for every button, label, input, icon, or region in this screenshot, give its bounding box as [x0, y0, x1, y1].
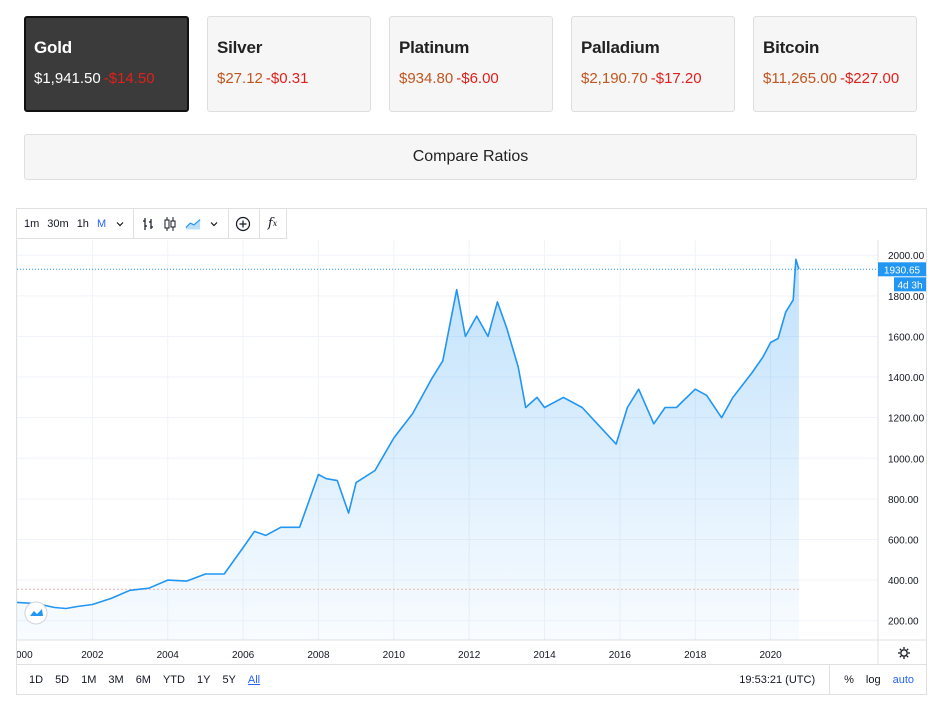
- range-1m[interactable]: 1M: [81, 673, 97, 686]
- metal-change: -$227.00: [839, 70, 900, 87]
- x-tick-label: 2008: [307, 650, 330, 661]
- countdown-box: [894, 277, 926, 292]
- price-axis: 200.00 400.00 600.00 800.00 1000.00 1200.00 14…: [888, 251, 925, 627]
- x-tick-label: 2018: [684, 650, 707, 661]
- interval-monthly[interactable]: M: [96, 217, 107, 230]
- x-tick-label: 000: [17, 650, 33, 661]
- metal-card-bitcoin[interactable]: Bitcoin $11,265.00 -$227.00: [753, 16, 917, 112]
- metal-quote: $27.12 -$0.31: [217, 70, 370, 87]
- range-5y[interactable]: 5Y: [222, 673, 236, 686]
- auto-scale-toggle[interactable]: auto: [892, 673, 914, 686]
- fx-label: f: [267, 216, 273, 231]
- x-tick-label: 2006: [232, 650, 255, 661]
- metal-card-platinum[interactable]: Platinum $934.80 -$6.00: [389, 16, 553, 112]
- bar-chart-icon[interactable]: [141, 216, 155, 232]
- y-tick-label: 1400.00: [888, 373, 925, 384]
- metal-name: Platinum: [399, 38, 470, 57]
- toolbar-separator: [227, 208, 229, 239]
- price-tag-box: [878, 262, 926, 277]
- bar-countdown: 4d 3h: [897, 280, 922, 291]
- interval-30m[interactable]: 30m: [47, 217, 69, 230]
- metal-quote: $1,941.50 -$14.50: [34, 70, 187, 87]
- metal-cards: Gold $1,941.50 -$14.50 Silver $27.12 -$0.31 Pl…: [24, 16, 917, 112]
- metal-change: -$14.50: [103, 70, 155, 87]
- interval-dropdown-chevron-icon[interactable]: [114, 216, 125, 232]
- range-ytd[interactable]: YTD: [162, 673, 185, 686]
- metal-quote: $934.80 -$6.00: [399, 70, 552, 87]
- metal-name: Silver: [217, 38, 263, 57]
- range-6m[interactable]: 6M: [135, 673, 151, 686]
- toolbar-separator: [259, 208, 261, 239]
- interval-1h[interactable]: 1h: [76, 217, 89, 230]
- toolbar-separator: [133, 208, 134, 239]
- y-tick-label: 200.00: [888, 617, 919, 628]
- x-tick-label: 2004: [157, 650, 180, 661]
- metal-quote: $11,265.00 -$227.00: [763, 70, 916, 87]
- range-5d[interactable]: 5D: [55, 673, 70, 686]
- y-tick-label: 400.00: [888, 576, 919, 587]
- y-tick-label: 600.00: [888, 535, 919, 546]
- price-tag-value: 1930.65: [884, 265, 921, 276]
- x-tick-label: 2010: [383, 650, 406, 661]
- time-axis: 000 2002 2004 2006 2008 2010 2012 2014 2016 2018 2…: [17, 650, 782, 661]
- range-all[interactable]: All: [247, 673, 261, 686]
- compare-ratios-button[interactable]: Compare Ratios: [24, 134, 917, 180]
- price-line: [17, 258, 800, 610]
- x-tick-label: 2012: [458, 650, 481, 661]
- utc-clock[interactable]: 19:53:21 (UTC): [739, 664, 831, 695]
- x-tick-label: 2002: [81, 650, 104, 661]
- compare-add-icon[interactable]: [235, 216, 251, 232]
- y-tick-label: 800.00: [888, 495, 919, 506]
- percent-scale-toggle[interactable]: %: [844, 673, 854, 686]
- time-range-bar: 1D 5D 1M 3M 6M YTD 1Y 5Y All 19:53:21 (U…: [17, 664, 926, 695]
- metal-price: $934.80: [399, 70, 454, 87]
- metal-price: $1,941.50: [34, 70, 101, 87]
- metal-name: Bitcoin: [763, 38, 820, 57]
- area-chart-icon[interactable]: [185, 216, 201, 232]
- metal-change: -$17.20: [650, 70, 702, 87]
- gold-price-chart[interactable]: 200.00 400.00 600.00 800.00 1000.00 1200.00 14…: [17, 240, 926, 664]
- y-tick-label: 1800.00: [888, 292, 925, 303]
- last-price-tag: 1930.65 4d 3h: [878, 262, 926, 292]
- range-1y[interactable]: 1Y: [196, 673, 211, 686]
- metal-price: $27.12: [217, 70, 263, 87]
- metal-card-silver[interactable]: Silver $27.12 -$0.31: [207, 16, 371, 112]
- y-tick-label: 1200.00: [888, 414, 925, 425]
- x-tick-label: 2020: [759, 650, 782, 661]
- price-area-fill: [17, 259, 799, 640]
- compare-ratios-label: Compare Ratios: [412, 148, 529, 165]
- metal-change: -$6.00: [456, 70, 499, 87]
- metal-price: $11,265.00: [763, 70, 837, 87]
- metal-card-palladium[interactable]: Palladium $2,190.70 -$17.20: [571, 16, 735, 112]
- range-3m[interactable]: 3M: [108, 673, 124, 686]
- y-tick-label: 2000.00: [888, 251, 925, 262]
- metal-change: -$0.31: [265, 70, 309, 87]
- y-tick-label: 1000.00: [888, 454, 925, 465]
- interval-1m[interactable]: 1m: [24, 217, 40, 230]
- metal-quote: $2,190.70 -$17.20: [581, 70, 734, 87]
- chart-settings-gear-icon[interactable]: [898, 647, 910, 659]
- series-layer: [17, 258, 878, 640]
- tradingview-logo-icon[interactable]: [24, 601, 48, 625]
- metal-name: Gold: [34, 38, 72, 57]
- chart-type-chevron-icon[interactable]: [209, 216, 220, 232]
- x-tick-label: 2016: [609, 650, 632, 661]
- range-1d[interactable]: 1D: [29, 673, 44, 686]
- log-scale-toggle[interactable]: log: [865, 673, 881, 686]
- x-tick-label: 2014: [533, 650, 556, 661]
- candlestick-icon[interactable]: [163, 216, 177, 232]
- metal-name: Palladium: [581, 38, 660, 57]
- metal-price: $2,190.70: [581, 70, 648, 87]
- fx-subscript: x: [272, 219, 278, 228]
- y-tick-label: 1600.00: [888, 332, 925, 343]
- metal-card-gold[interactable]: Gold $1,941.50 -$14.50: [24, 16, 189, 112]
